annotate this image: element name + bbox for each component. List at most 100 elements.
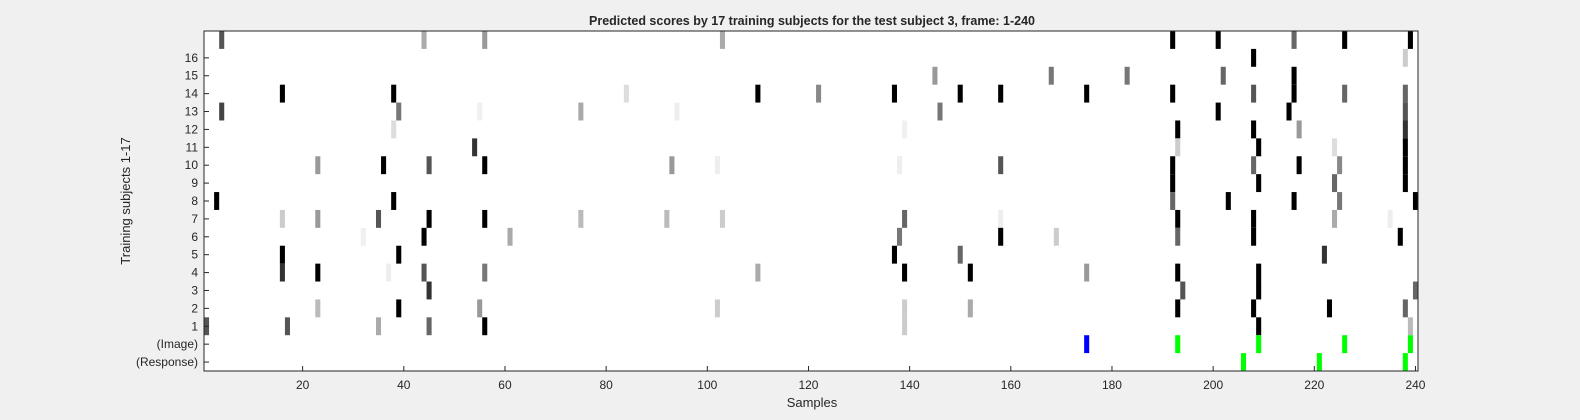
heatmap-cell [1402, 48, 1408, 67]
heatmap-cell [426, 281, 432, 300]
heatmap-cell [1256, 174, 1262, 193]
x-tick-label: 200 [1203, 378, 1223, 392]
heatmap-cell [315, 209, 321, 228]
heatmap-cell [1175, 263, 1181, 282]
heatmap-cell [1412, 281, 1418, 300]
heatmap-cell [1337, 192, 1343, 210]
heatmap-cell [1215, 31, 1221, 49]
heatmap-cell [1048, 66, 1054, 85]
heatmap-cell [482, 263, 488, 282]
heatmap-cell [998, 227, 1004, 246]
heatmap-cell [375, 209, 382, 228]
heatmap-cell [1175, 299, 1181, 318]
heatmap-cell [315, 156, 321, 175]
heatmap-cell [1170, 192, 1176, 210]
heatmap-cell [482, 317, 488, 336]
chart-title: Predicted scores by 17 training subjects… [589, 14, 1035, 28]
heatmap-cell [219, 31, 225, 49]
heatmap-cell [1175, 335, 1181, 354]
x-tick-label: 140 [900, 378, 920, 392]
heatmap-cell [1170, 31, 1176, 49]
heatmap-cell [1170, 84, 1176, 103]
y-tick-label: 9 [191, 176, 198, 190]
heatmap-cell [932, 66, 938, 85]
heatmap-cell [957, 84, 963, 103]
heatmap-cell [755, 263, 761, 282]
heatmap-cell [482, 209, 488, 228]
heatmap-cell [1291, 84, 1297, 103]
heatmap-cell [1084, 335, 1090, 354]
heatmap-cell [1256, 317, 1262, 336]
heatmap-cell [1291, 192, 1297, 210]
x-tick-label: 220 [1304, 378, 1324, 392]
heatmap-cell [1326, 299, 1333, 318]
heatmap-cell [957, 245, 963, 264]
heatmap-cell [1402, 84, 1408, 103]
heatmap-cell [391, 84, 397, 103]
heatmap-cell [1251, 84, 1257, 103]
y-tick-label: 12 [185, 122, 199, 136]
heatmap-cell [578, 209, 584, 228]
heatmap-cell [426, 317, 432, 336]
heatmap-cell [714, 299, 720, 318]
y-tick-label: 2 [191, 301, 198, 315]
y-axis-label: Training subjects 1-17 [118, 137, 133, 264]
y-tick-label: 6 [191, 230, 198, 244]
heatmap-cell [719, 31, 726, 49]
x-axis-label: Samples [787, 395, 838, 410]
heatmap-cell [902, 263, 908, 282]
y-tick-label: 16 [185, 51, 199, 65]
heatmap-cell [1412, 192, 1418, 210]
heatmap-cell [360, 227, 366, 246]
heatmap-cell [902, 120, 908, 139]
heatmap-cell [1251, 120, 1257, 139]
heatmap-cell [279, 84, 285, 103]
heatmap-cell [396, 102, 402, 121]
heatmap-cell [477, 102, 483, 121]
heatmap-cell [816, 84, 822, 103]
heatmap-cell [421, 263, 427, 282]
heatmap-cell [891, 84, 897, 103]
y-tick-label: (Image) [157, 337, 198, 351]
y-tick-label: 7 [191, 212, 198, 226]
heatmap-cell [391, 120, 397, 139]
heatmap-cell [937, 102, 943, 121]
heatmap-cell [1175, 209, 1181, 228]
heatmap-cell [896, 156, 903, 175]
heatmap-cell [1337, 156, 1343, 175]
heatmap-cell [1240, 353, 1247, 371]
heatmap-cell [1321, 245, 1327, 264]
y-tick-label: 15 [185, 69, 199, 83]
x-tick-label: 60 [498, 378, 512, 392]
heatmap-cell [315, 299, 321, 318]
heatmap-cell [1316, 353, 1322, 371]
heatmap-cell [507, 227, 513, 246]
heatmap-cell [1084, 84, 1090, 103]
heatmap-cell [1402, 156, 1408, 175]
heatmap-cell [1296, 120, 1302, 139]
heatmap-cell [1170, 174, 1176, 193]
heatmap-cell [1170, 156, 1176, 175]
heatmap-cell [386, 263, 392, 282]
heatmap-cell [477, 299, 483, 318]
heatmap-cell [1084, 263, 1090, 282]
heatmap-cell [1342, 335, 1348, 354]
x-tick-labels: 20 40 60 80 100 120 140 160 180 200 220 240 [296, 366, 1426, 392]
heatmap-cell [1402, 353, 1408, 371]
heatmap-cell [1175, 227, 1181, 246]
heatmap-cell [214, 192, 220, 210]
heatmap-cell [1332, 209, 1338, 228]
heatmap-cell [1397, 227, 1403, 246]
heatmap-cell [426, 209, 432, 228]
heatmap-cell [279, 209, 285, 228]
plot-frame [203, 30, 1419, 372]
heatmap-cell [279, 245, 285, 264]
heatmap-cell [1251, 227, 1257, 246]
heatmap-cell [1175, 138, 1181, 157]
y-tick-label: (Response) [136, 355, 198, 369]
heatmap-cell [426, 156, 432, 175]
heatmap-cell [891, 245, 897, 264]
heatmap-cell [1256, 263, 1262, 282]
heatmap-cell [1332, 174, 1338, 193]
